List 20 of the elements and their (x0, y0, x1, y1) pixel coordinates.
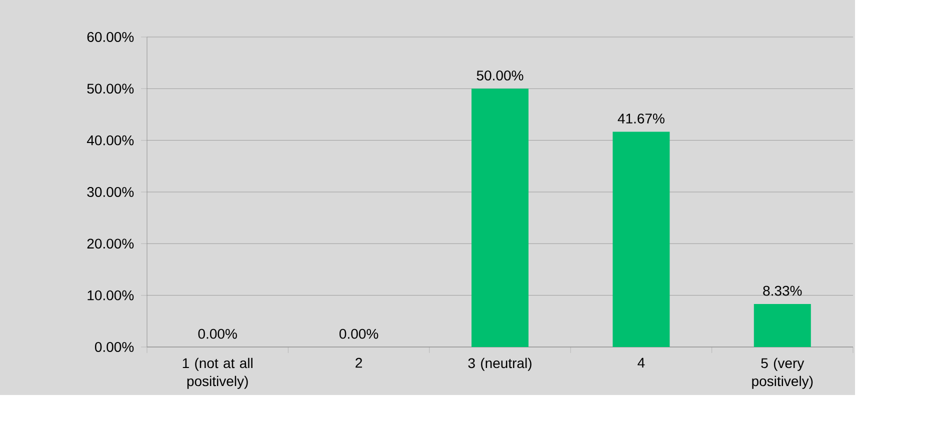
y-tick-label: 20.00% (87, 238, 134, 249)
bar (472, 88, 529, 347)
data-label: 50.00% (476, 70, 524, 80)
y-tick-label: 0.00% (94, 342, 134, 352)
x-tick-label: 4 (638, 358, 645, 368)
y-tick-label: 30.00% (87, 187, 134, 197)
bar (612, 132, 670, 347)
x-tick-label: 3 (neutral) (468, 358, 532, 371)
y-tick-label: 10.00% (88, 290, 134, 300)
data-label: 0.00% (198, 328, 237, 339)
y-tick-label: 50.00% (87, 84, 134, 94)
x-tick-label: 5 (very positively) (752, 358, 813, 389)
y-tick-label: 60.00% (87, 32, 134, 42)
data-label: 8.33% (763, 286, 802, 296)
x-tick-label: 2 (356, 358, 362, 368)
data-label: 0.00% (340, 328, 378, 339)
x-tick-label: 1 (not at all positively) (182, 358, 252, 389)
y-tick-label: 40.00% (86, 135, 134, 146)
data-label: 41.67% (618, 114, 664, 124)
bar (754, 304, 811, 347)
